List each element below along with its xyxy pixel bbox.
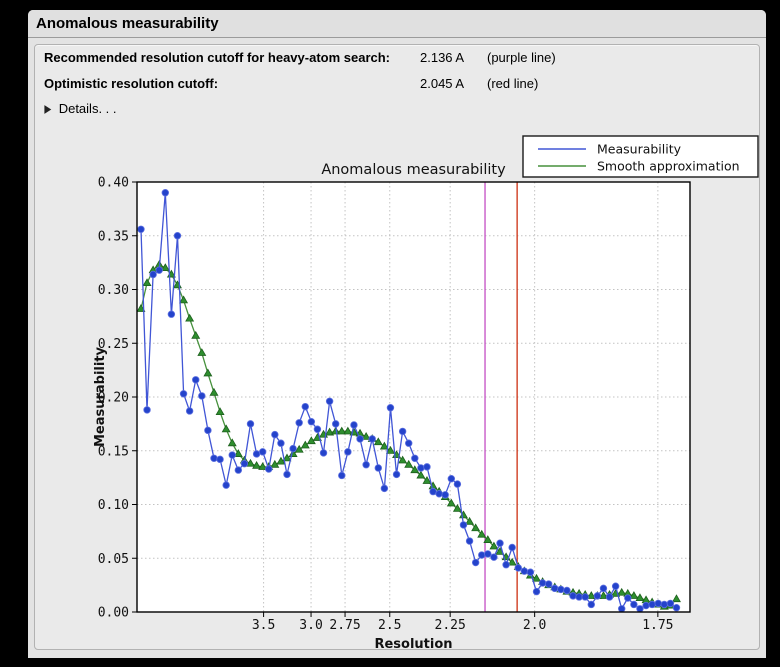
disclosure-triangle-icon: ▶ bbox=[44, 103, 52, 116]
optimistic-cutoff-label: Optimistic resolution cutoff: bbox=[44, 76, 219, 91]
y-tick-label: 0.15 bbox=[98, 444, 129, 459]
x-axis-label: Resolution bbox=[374, 637, 452, 652]
x-tick-label: 2.25 bbox=[435, 618, 466, 633]
y-tick-label: 0.25 bbox=[98, 337, 129, 352]
y-axis-label: Measurability bbox=[93, 346, 108, 447]
y-tick-label: 0.10 bbox=[98, 498, 129, 513]
details-label: Details. . . bbox=[58, 101, 117, 116]
optimistic-cutoff-row: Optimistic resolution cutoff: 2.045 A (r… bbox=[28, 76, 766, 92]
series-measurability bbox=[137, 189, 681, 613]
recommended-cutoff-row: Recommended resolution cutoff for heavy-… bbox=[28, 50, 766, 66]
grid-lines bbox=[137, 182, 690, 612]
y-tick-label: 0.20 bbox=[98, 391, 129, 406]
panel-titlebar: Anomalous measurability bbox=[28, 10, 766, 38]
y-tick-label: 0.35 bbox=[98, 229, 129, 244]
result-window: Anomalous measurability Recommended reso… bbox=[28, 10, 766, 658]
x-tick-label: 2.5 bbox=[378, 618, 401, 633]
y-tick-label: 0.05 bbox=[98, 552, 129, 567]
axis-tick-labels: 0.00 0.05 0.10 0.15 0.20 0.25 0.30 0.35 0.40 3.5 3… bbox=[98, 176, 674, 634]
x-tick-label: 3.5 bbox=[252, 618, 275, 633]
optimistic-cutoff-value: 2.045 A bbox=[420, 76, 465, 91]
legend-entry-label: Smooth approximation bbox=[597, 159, 740, 174]
x-tick-label: 2.0 bbox=[523, 618, 546, 633]
x-tick-label: 3.0 bbox=[299, 618, 322, 633]
axis-ticks bbox=[132, 181, 659, 617]
y-tick-label: 0.40 bbox=[98, 176, 129, 191]
anomalous-measurability-chart: 0.00 0.05 0.10 0.15 0.20 0.25 0.30 0.35 0.40 3.5 3… bbox=[93, 135, 759, 652]
y-tick-label: 0.30 bbox=[98, 283, 129, 298]
chart-title: Anomalous measurability bbox=[321, 162, 506, 178]
panel-title: Anomalous measurability bbox=[36, 15, 219, 32]
optimistic-cutoff-note: (red line) bbox=[487, 76, 539, 91]
x-tick-label: 1.75 bbox=[642, 618, 673, 633]
recommended-cutoff-note: (purple line) bbox=[487, 50, 556, 65]
legend-entry-label: Measurability bbox=[597, 142, 682, 157]
recommended-cutoff-value: 2.136 A bbox=[420, 50, 465, 65]
recommended-cutoff-label: Recommended resolution cutoff for heavy-… bbox=[44, 50, 391, 65]
chart-legend: Measurability Smooth approximation bbox=[522, 135, 759, 178]
details-disclosure[interactable]: ▶ Details. . . bbox=[44, 101, 117, 119]
x-tick-label: 2.75 bbox=[329, 618, 360, 633]
y-tick-label: 0.00 bbox=[98, 606, 129, 621]
